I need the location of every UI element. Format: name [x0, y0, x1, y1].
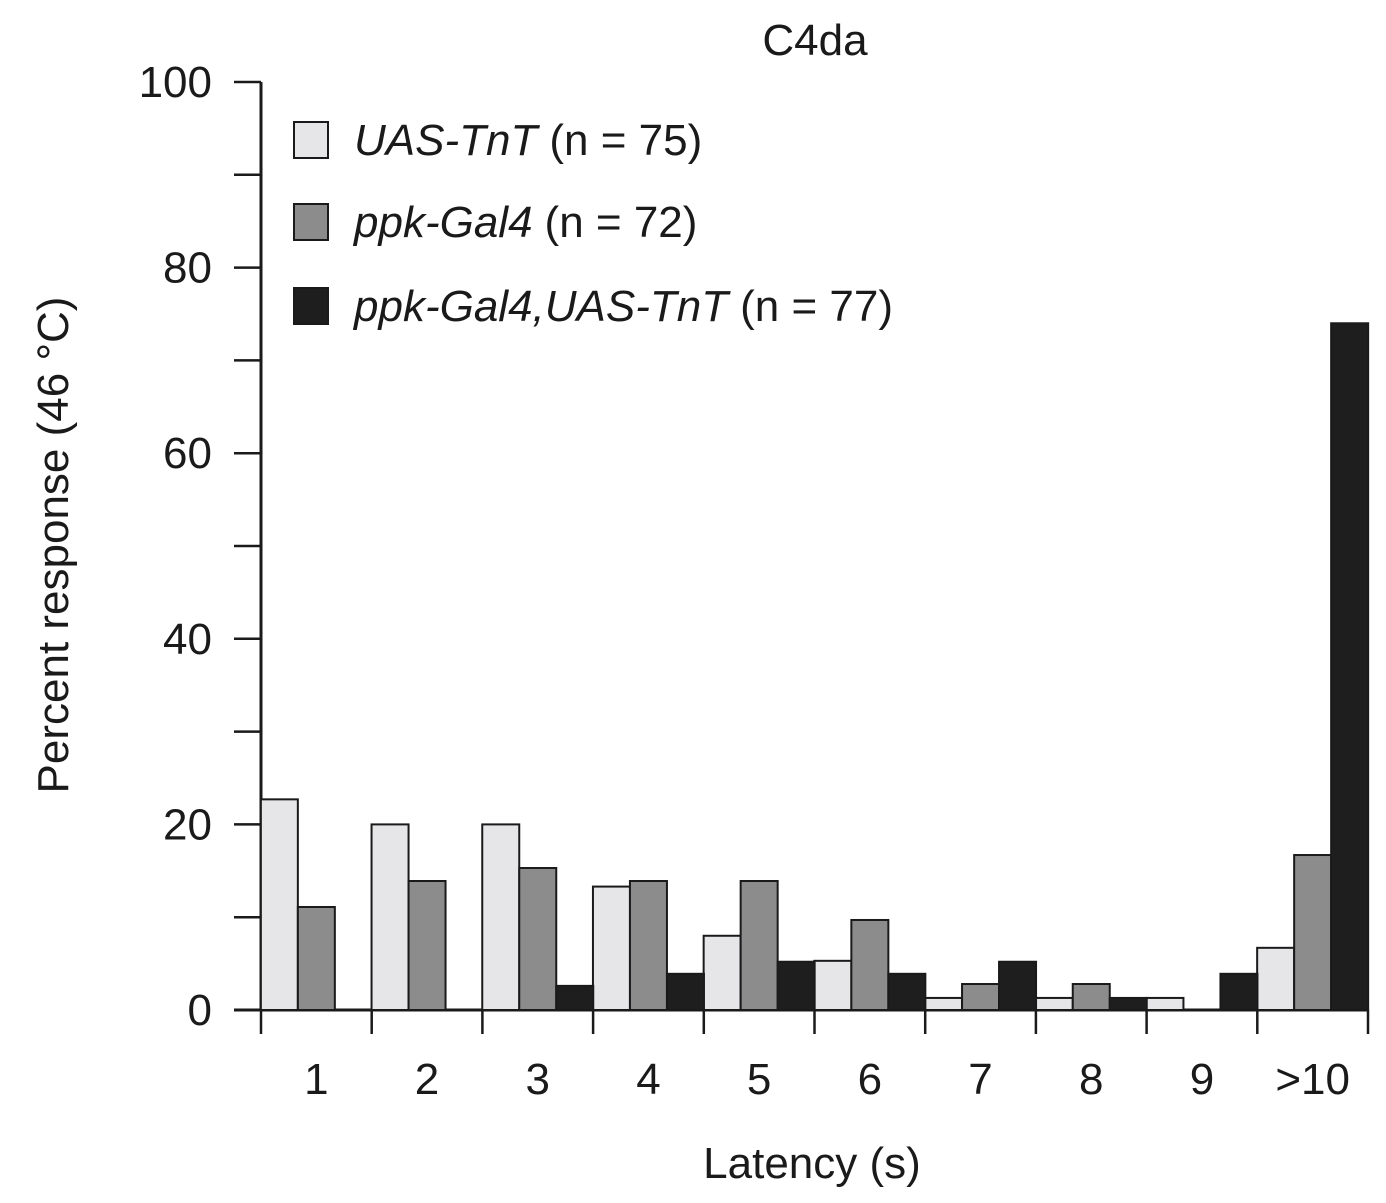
- x-tick-label: 4: [636, 1055, 660, 1104]
- x-tick-label: 1: [304, 1055, 328, 1104]
- bar: [1145, 996, 1185, 1011]
- legend-label: ppk-Gal4 (n = 72): [352, 198, 697, 247]
- y-axis-ticks: 0 20 40 60 80 100: [139, 58, 261, 1035]
- bar: [370, 823, 410, 1012]
- y-axis-title: Percent response (46 °C): [29, 297, 78, 794]
- bar: [555, 984, 595, 1012]
- legend: UAS-TnT (n = 75) ppk-Gal4 (n = 72) ppk-Gal4,…: [293, 116, 893, 331]
- legend-series-name: UAS-TnT: [354, 116, 540, 165]
- legend-swatch: [293, 287, 329, 325]
- bar: [850, 918, 890, 1012]
- bar: [702, 934, 742, 1012]
- legend-label: ppk-Gal4,UAS-TnT (n = 77): [352, 282, 893, 331]
- bar: [407, 880, 447, 1011]
- bar: [665, 972, 705, 1011]
- y-tick-label: 60: [163, 429, 212, 478]
- x-tick-label: 9: [1190, 1055, 1214, 1104]
- bar: [518, 867, 558, 1011]
- legend-sample-size: (n = 77): [740, 282, 893, 331]
- bar: [591, 885, 631, 1011]
- bar: [887, 972, 927, 1011]
- bar: [1330, 322, 1370, 1011]
- x-tick-label: >10: [1275, 1055, 1350, 1104]
- legend-swatch: [293, 203, 329, 241]
- bar: [259, 798, 299, 1011]
- x-axis-ticks: 1 2 3 4 5 6 7 8 9 >10: [259, 1010, 1370, 1104]
- bar: [1293, 854, 1333, 1011]
- legend-swatch: [293, 121, 329, 159]
- bar: [961, 983, 1001, 1011]
- bar: [481, 823, 521, 1012]
- y-tick-label: 40: [163, 615, 212, 664]
- x-axis-title: Latency (s): [703, 1139, 921, 1188]
- legend-label: UAS-TnT (n = 75): [354, 116, 702, 165]
- bar: [776, 960, 816, 1012]
- legend-sample-size: (n = 75): [549, 116, 702, 165]
- bar-series-group: [259, 322, 1370, 1012]
- y-tick-label: 20: [163, 800, 212, 849]
- bar: [1219, 972, 1259, 1011]
- bar: [1071, 983, 1111, 1011]
- y-tick-label: 100: [139, 58, 212, 107]
- y-tick-label: 80: [163, 244, 212, 293]
- bar: [924, 996, 964, 1011]
- legend-series-name: ppk-Gal4: [352, 198, 533, 247]
- bar: [1034, 996, 1074, 1011]
- bar: [813, 959, 853, 1011]
- x-tick-label: 7: [968, 1055, 992, 1104]
- legend-series-name: ppk-Gal4,UAS-TnT: [352, 282, 731, 331]
- x-tick-label: 2: [415, 1055, 439, 1104]
- x-tick-label: 5: [747, 1055, 771, 1104]
- x-tick-label: 6: [858, 1055, 882, 1104]
- bar: [1256, 946, 1296, 1011]
- bar: [1108, 996, 1148, 1011]
- x-tick-label: 3: [526, 1055, 550, 1104]
- y-tick-label: 0: [188, 986, 212, 1035]
- chart-title: C4da: [762, 16, 868, 65]
- x-tick-label: 8: [1079, 1055, 1103, 1104]
- bar: [628, 880, 668, 1011]
- bar: [296, 905, 336, 1012]
- bar: [998, 960, 1038, 1012]
- bar: [739, 880, 779, 1011]
- legend-sample-size: (n = 72): [545, 198, 698, 247]
